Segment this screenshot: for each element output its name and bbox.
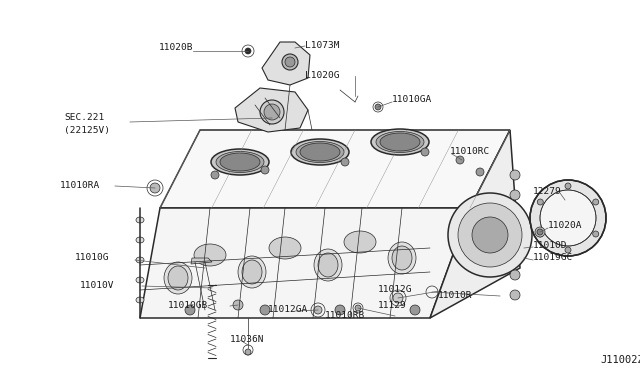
Ellipse shape [164, 262, 192, 294]
Polygon shape [160, 130, 510, 208]
Circle shape [472, 217, 508, 253]
Circle shape [375, 104, 381, 110]
Circle shape [458, 203, 522, 267]
Circle shape [593, 231, 598, 237]
Circle shape [510, 170, 520, 180]
Ellipse shape [344, 231, 376, 253]
Text: 11020A: 11020A [548, 221, 582, 230]
Ellipse shape [376, 131, 424, 153]
Ellipse shape [296, 141, 344, 163]
Circle shape [211, 171, 219, 179]
Text: SEC.221: SEC.221 [64, 113, 104, 122]
Text: 11010GA: 11010GA [392, 96, 432, 105]
Text: 11010V: 11010V [80, 280, 115, 289]
Text: 11012G: 11012G [378, 285, 413, 295]
Text: L1073M: L1073M [305, 41, 339, 49]
Circle shape [538, 231, 543, 237]
Circle shape [537, 229, 543, 235]
Text: 11010G: 11010G [75, 253, 109, 263]
Text: 11020B: 11020B [159, 44, 193, 52]
Text: 11010RA: 11010RA [60, 180, 100, 189]
Circle shape [233, 300, 243, 310]
Text: 11010D: 11010D [533, 241, 568, 250]
Text: L1020G: L1020G [305, 71, 339, 80]
Circle shape [535, 227, 545, 237]
Ellipse shape [300, 143, 340, 161]
Ellipse shape [168, 266, 188, 290]
Text: 11129: 11129 [378, 301, 407, 310]
Circle shape [314, 306, 322, 314]
Circle shape [264, 104, 280, 120]
Polygon shape [235, 88, 308, 132]
Ellipse shape [291, 139, 349, 165]
Circle shape [285, 57, 295, 67]
Ellipse shape [380, 133, 420, 151]
Ellipse shape [371, 129, 429, 155]
Polygon shape [430, 130, 520, 318]
Ellipse shape [216, 151, 264, 173]
Ellipse shape [318, 253, 338, 277]
Ellipse shape [136, 217, 144, 223]
Circle shape [410, 305, 420, 315]
Polygon shape [191, 258, 212, 264]
Circle shape [341, 158, 349, 166]
Text: 11010RB: 11010RB [325, 311, 365, 320]
Circle shape [260, 305, 270, 315]
Circle shape [355, 305, 361, 311]
Circle shape [538, 199, 543, 205]
Text: 11019GC: 11019GC [533, 253, 573, 263]
Ellipse shape [136, 237, 144, 243]
Circle shape [245, 48, 251, 54]
Text: (22125V): (22125V) [64, 125, 110, 135]
Circle shape [565, 183, 571, 189]
Circle shape [260, 100, 284, 124]
Ellipse shape [242, 260, 262, 284]
Circle shape [393, 293, 403, 303]
Text: 11036N: 11036N [230, 336, 264, 344]
Circle shape [540, 190, 596, 246]
Ellipse shape [314, 249, 342, 281]
Circle shape [456, 156, 464, 164]
Circle shape [565, 247, 571, 253]
Ellipse shape [194, 244, 226, 266]
Circle shape [510, 270, 520, 280]
Ellipse shape [388, 242, 416, 274]
Circle shape [593, 199, 598, 205]
Circle shape [150, 183, 160, 193]
Circle shape [335, 305, 345, 315]
Circle shape [421, 148, 429, 156]
Ellipse shape [211, 149, 269, 175]
Ellipse shape [392, 246, 412, 270]
Circle shape [261, 166, 269, 174]
Ellipse shape [269, 237, 301, 259]
Circle shape [185, 305, 195, 315]
Text: 11010GB: 11010GB [168, 301, 208, 310]
Text: 11010R: 11010R [438, 291, 472, 299]
Ellipse shape [136, 297, 144, 303]
Ellipse shape [220, 153, 260, 171]
Circle shape [448, 193, 532, 277]
Text: 11012GA: 11012GA [268, 305, 308, 314]
Circle shape [510, 290, 520, 300]
Circle shape [510, 190, 520, 200]
Circle shape [530, 180, 606, 256]
Polygon shape [140, 208, 470, 318]
Text: 11010RC: 11010RC [450, 148, 490, 157]
Ellipse shape [136, 257, 144, 263]
Circle shape [476, 168, 484, 176]
Circle shape [245, 349, 251, 355]
Ellipse shape [238, 256, 266, 288]
Ellipse shape [136, 277, 144, 283]
Polygon shape [262, 42, 310, 85]
Circle shape [282, 54, 298, 70]
Text: J11002ZX: J11002ZX [600, 355, 640, 365]
Text: 12279: 12279 [533, 187, 562, 196]
